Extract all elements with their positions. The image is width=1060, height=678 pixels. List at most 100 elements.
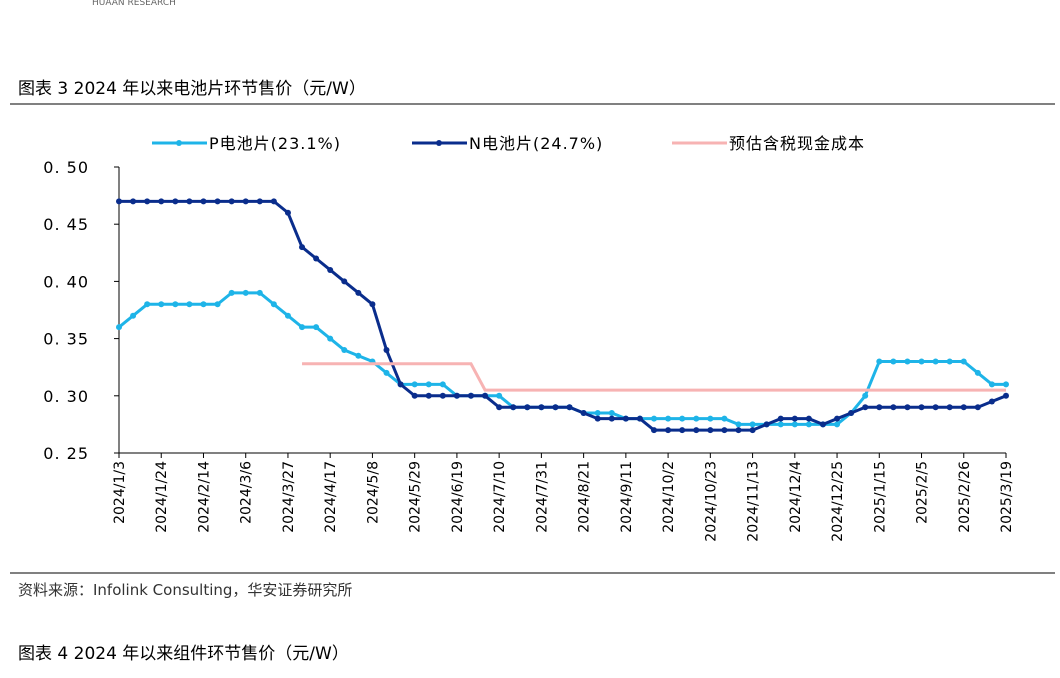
point — [256, 289, 263, 296]
point — [791, 415, 798, 422]
point — [158, 301, 165, 308]
point — [777, 421, 784, 428]
point — [749, 427, 756, 434]
point — [651, 427, 658, 434]
caption: 图表 3 2024 年以来电池片环节售价（元/W） — [18, 79, 366, 99]
point — [974, 404, 981, 411]
point — [749, 421, 756, 428]
x-tick-label: 2024/7/10 — [492, 461, 508, 533]
y-tick-label: 0. 40 — [43, 272, 89, 291]
point — [848, 409, 855, 416]
point — [341, 347, 348, 354]
x-tick-label: 2024/3/6 — [239, 461, 255, 524]
point — [425, 381, 432, 388]
point — [580, 409, 587, 416]
legend-marker — [176, 140, 182, 146]
point — [186, 198, 193, 205]
point — [608, 409, 615, 416]
point — [918, 404, 925, 411]
point — [918, 358, 925, 365]
series-line — [302, 362, 1006, 392]
point — [284, 209, 291, 216]
point — [327, 266, 334, 273]
point — [721, 427, 728, 434]
point — [988, 381, 995, 388]
point — [608, 415, 615, 422]
point — [214, 198, 221, 205]
x-tick-label: 2025/2/5 — [915, 461, 931, 524]
point — [130, 312, 137, 319]
point — [270, 198, 277, 205]
point — [256, 198, 263, 205]
point — [636, 415, 643, 422]
point — [482, 392, 489, 399]
legend-label: P电池片(23.1%) — [209, 134, 341, 153]
y-tick-label: 0. 45 — [43, 215, 89, 234]
point — [172, 198, 179, 205]
point — [242, 198, 249, 205]
point — [439, 381, 446, 388]
point — [862, 404, 869, 411]
caption: 图表 4 2024 年以来组件环节售价（元/W） — [18, 644, 349, 664]
point — [524, 404, 531, 411]
x-tick-label: 2024/6/19 — [450, 461, 466, 533]
point — [200, 301, 207, 308]
point — [228, 198, 235, 205]
point — [651, 415, 658, 422]
x-tick-label: 2024/10/23 — [703, 461, 719, 542]
point — [834, 415, 841, 422]
point — [805, 415, 812, 422]
point — [876, 404, 883, 411]
point — [735, 427, 742, 434]
point — [890, 404, 897, 411]
point — [327, 335, 334, 342]
point — [510, 404, 517, 411]
x-tick-label: 2024/1/3 — [112, 461, 128, 524]
point — [172, 301, 179, 308]
point — [679, 427, 686, 434]
point — [369, 301, 376, 308]
point — [932, 358, 939, 365]
point — [735, 421, 742, 428]
x-tick-label: 2024/7/31 — [534, 461, 550, 533]
point — [299, 244, 306, 251]
point — [777, 415, 784, 422]
x-tick-label: 2024/4/17 — [323, 461, 339, 533]
series-line — [119, 199, 1007, 432]
point — [819, 421, 826, 428]
legend-marker — [436, 140, 442, 146]
point — [904, 404, 911, 411]
point — [707, 415, 714, 422]
point — [974, 369, 981, 376]
x-tick-label: 2024/12/25 — [830, 461, 846, 542]
point — [622, 415, 629, 422]
x-tick-label: 2024/5/8 — [365, 461, 381, 524]
point — [355, 352, 362, 359]
point — [439, 392, 446, 399]
point — [904, 358, 911, 365]
legend-label: N电池片(24.7%) — [469, 134, 603, 153]
point — [116, 198, 122, 205]
point — [876, 358, 883, 365]
point — [693, 415, 700, 422]
point — [242, 289, 249, 296]
point — [805, 421, 812, 428]
x-tick-label: 2024/8/21 — [577, 461, 593, 533]
y-tick-label: 0. 35 — [43, 330, 89, 349]
point — [890, 358, 897, 365]
point — [862, 392, 869, 399]
point — [946, 358, 953, 365]
point — [834, 421, 841, 428]
point — [411, 381, 418, 388]
point — [960, 404, 967, 411]
point — [594, 415, 601, 422]
source: 资料来源：Infolink Consulting，华安证券研究所 — [18, 581, 352, 599]
x-tick-label: 2024/9/11 — [619, 461, 635, 533]
point — [284, 312, 291, 319]
point — [1003, 381, 1009, 388]
point — [594, 409, 601, 416]
point — [383, 369, 390, 376]
x-tick-label: 2025/2/26 — [957, 461, 973, 533]
point — [116, 324, 122, 331]
